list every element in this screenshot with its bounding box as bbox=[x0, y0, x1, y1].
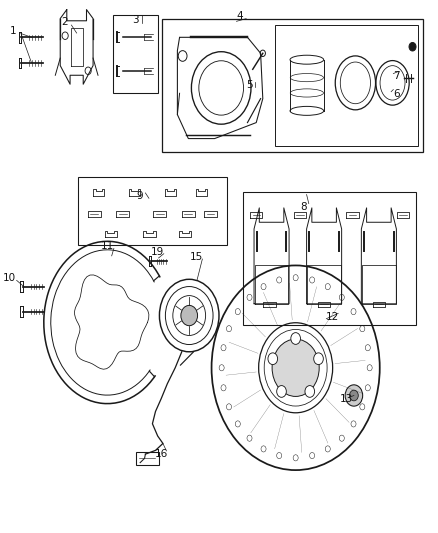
Circle shape bbox=[277, 385, 286, 397]
Text: 19: 19 bbox=[151, 247, 164, 256]
Bar bbox=[243, 192, 416, 325]
Text: 4: 4 bbox=[237, 11, 244, 21]
Text: 10: 10 bbox=[3, 273, 16, 283]
Bar bbox=[162, 19, 423, 152]
Circle shape bbox=[291, 333, 300, 344]
Circle shape bbox=[305, 385, 314, 397]
Bar bbox=[78, 177, 227, 245]
Text: 13: 13 bbox=[339, 394, 353, 403]
Circle shape bbox=[314, 353, 323, 365]
Bar bbox=[136, 452, 159, 465]
Circle shape bbox=[409, 43, 416, 51]
Text: 16: 16 bbox=[155, 449, 168, 459]
Bar bbox=[276, 25, 418, 146]
Text: 3: 3 bbox=[132, 15, 139, 25]
Text: 5: 5 bbox=[246, 80, 253, 90]
Text: 11: 11 bbox=[101, 241, 114, 251]
Text: 15: 15 bbox=[190, 252, 203, 262]
Text: 9: 9 bbox=[136, 191, 143, 201]
Text: 7: 7 bbox=[393, 71, 400, 80]
Bar bbox=[113, 15, 158, 93]
Circle shape bbox=[268, 353, 278, 365]
Text: 6: 6 bbox=[393, 90, 400, 99]
Text: 12: 12 bbox=[326, 312, 339, 321]
Circle shape bbox=[350, 390, 358, 401]
Text: 1: 1 bbox=[10, 26, 17, 36]
Circle shape bbox=[181, 305, 198, 326]
Text: 2: 2 bbox=[61, 18, 68, 27]
Text: 8: 8 bbox=[300, 202, 307, 212]
Circle shape bbox=[345, 385, 363, 406]
Circle shape bbox=[272, 339, 319, 397]
